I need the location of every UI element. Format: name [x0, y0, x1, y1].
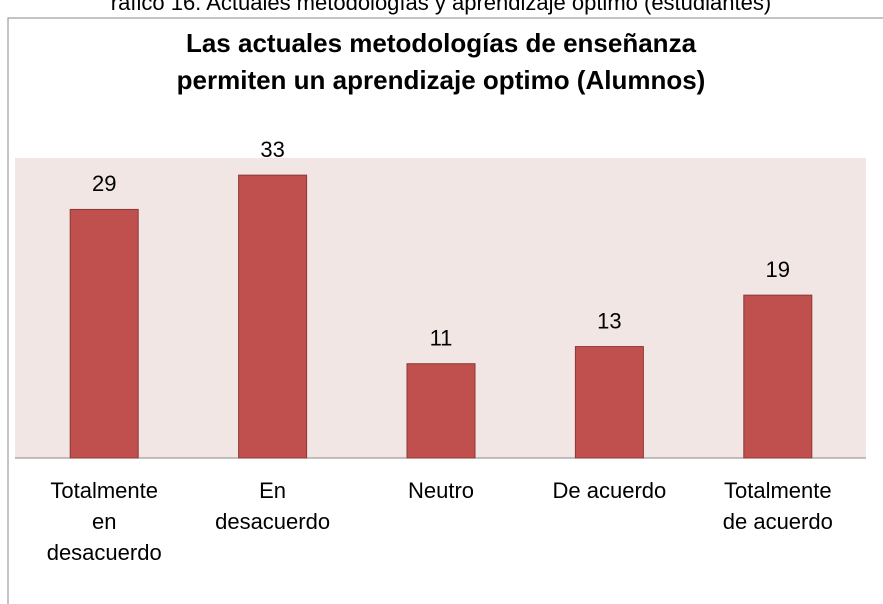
x-tick-label: Totalmente en desacuerdo	[47, 478, 162, 565]
data-label: 29	[92, 171, 116, 196]
bar	[69, 208, 139, 459]
bar	[743, 294, 813, 459]
x-tick-label: De acuerdo	[553, 478, 667, 503]
x-tick-label: Totalmente de acuerdo	[723, 478, 833, 534]
bar	[238, 174, 308, 459]
data-label: 13	[597, 308, 621, 333]
bar	[406, 363, 476, 459]
bar	[574, 346, 644, 459]
x-tick-label: Neutro	[408, 478, 474, 503]
x-tick-label: En desacuerdo	[215, 478, 330, 534]
caption: ráfico 16. Actuales metodologías y apren…	[111, 0, 771, 15]
data-label: 33	[260, 137, 284, 162]
data-label: 11	[430, 326, 453, 351]
chart-title: Las actuales metodologías de enseñanza pe…	[177, 28, 706, 95]
data-label: 19	[766, 257, 790, 282]
